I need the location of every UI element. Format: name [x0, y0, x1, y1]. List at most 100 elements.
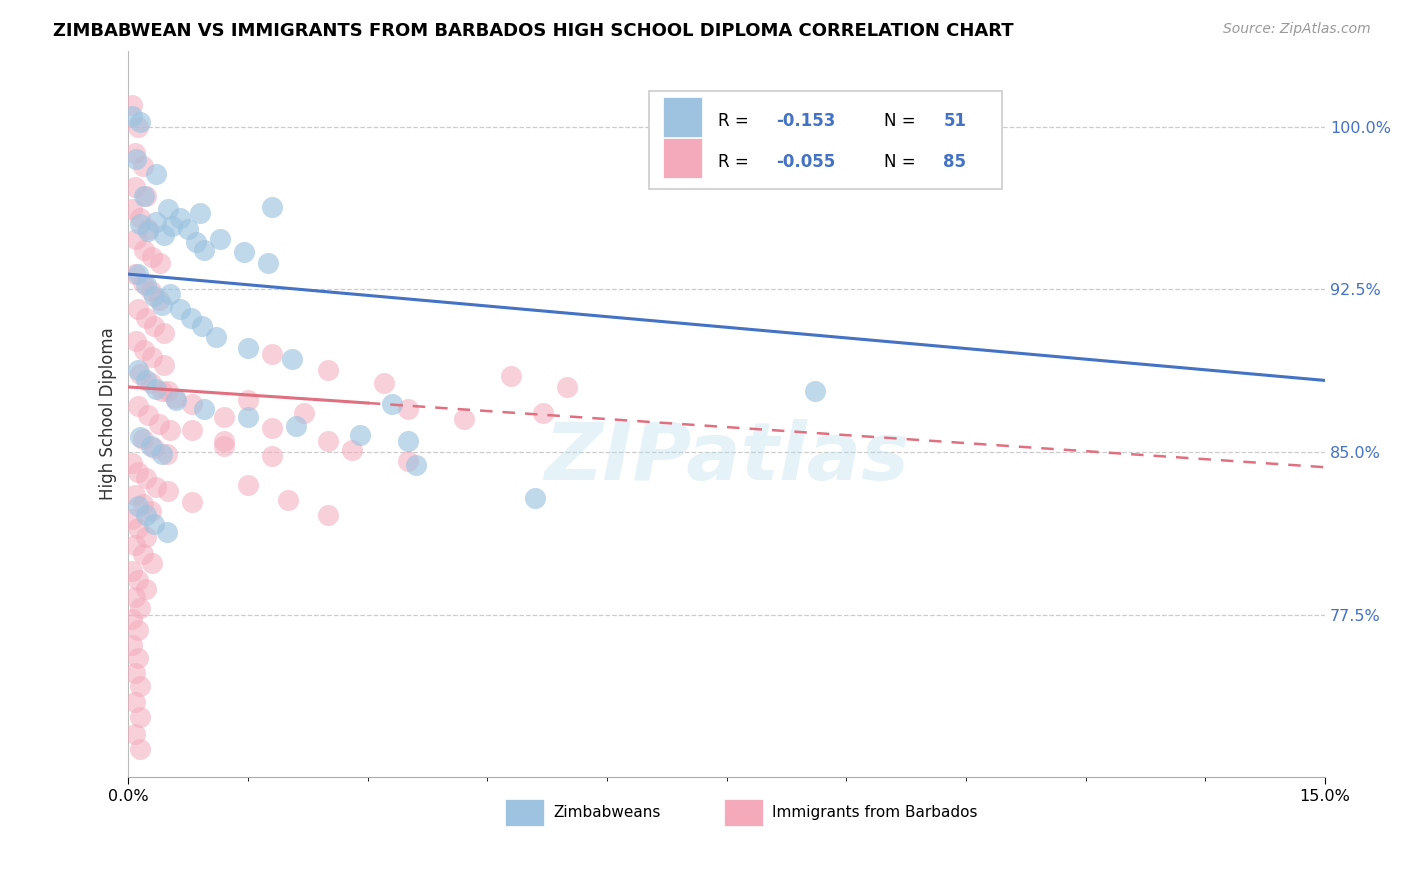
- Point: [127, 573, 149, 587]
- Point: [127, 521, 149, 535]
- Point: [159, 423, 181, 437]
- Text: 85: 85: [943, 153, 966, 171]
- Point: [121, 202, 143, 216]
- Point: [132, 497, 155, 511]
- Text: N =: N =: [883, 112, 921, 130]
- Point: [165, 392, 187, 407]
- Point: [127, 623, 149, 637]
- Point: [139, 438, 162, 452]
- Point: [129, 742, 152, 756]
- Text: 51: 51: [943, 112, 966, 130]
- Point: [143, 516, 166, 531]
- Point: [124, 727, 146, 741]
- Point: [139, 376, 162, 390]
- Point: [135, 189, 157, 203]
- Point: [277, 492, 299, 507]
- Point: [135, 530, 157, 544]
- Point: [132, 547, 155, 561]
- Point: [236, 477, 259, 491]
- Point: [124, 694, 146, 708]
- Point: [132, 432, 155, 446]
- Point: [316, 434, 339, 449]
- Point: [531, 406, 554, 420]
- Point: [262, 347, 284, 361]
- Point: [141, 556, 163, 570]
- Point: [129, 217, 152, 231]
- Point: [292, 406, 315, 420]
- Text: ZIMBABWEAN VS IMMIGRANTS FROM BARBADOS HIGH SCHOOL DIPLOMA CORRELATION CHART: ZIMBABWEAN VS IMMIGRANTS FROM BARBADOS H…: [53, 22, 1014, 40]
- Point: [141, 350, 163, 364]
- Point: [134, 343, 156, 357]
- Point: [262, 450, 284, 464]
- Point: [129, 601, 152, 615]
- Point: [191, 319, 214, 334]
- Point: [129, 211, 152, 225]
- Point: [135, 508, 157, 522]
- Point: [153, 358, 176, 372]
- Point: [159, 286, 181, 301]
- Point: [129, 430, 152, 444]
- Point: [148, 293, 170, 308]
- Point: [150, 384, 173, 399]
- Point: [349, 427, 371, 442]
- Point: [555, 380, 578, 394]
- Point: [373, 376, 395, 390]
- Point: [141, 250, 163, 264]
- Point: [124, 591, 146, 605]
- Point: [145, 167, 167, 181]
- Point: [134, 189, 156, 203]
- Point: [236, 341, 259, 355]
- Point: [169, 301, 191, 316]
- Text: -0.055: -0.055: [776, 153, 835, 171]
- Point: [181, 495, 204, 509]
- Point: [453, 412, 475, 426]
- Bar: [505, 798, 544, 826]
- Point: [124, 666, 146, 681]
- Point: [135, 582, 157, 596]
- Point: [148, 417, 170, 431]
- Text: Source: ZipAtlas.com: Source: ZipAtlas.com: [1223, 22, 1371, 37]
- Point: [135, 471, 157, 485]
- Point: [134, 244, 156, 258]
- Point: [163, 391, 186, 405]
- Point: [127, 465, 149, 479]
- Point: [143, 319, 166, 334]
- Point: [124, 145, 146, 160]
- Point: [125, 232, 148, 246]
- Point: [124, 538, 146, 552]
- Point: [381, 397, 404, 411]
- Point: [501, 369, 523, 384]
- Point: [157, 202, 180, 216]
- Point: [193, 244, 215, 258]
- Point: [121, 612, 143, 626]
- Point: [129, 709, 152, 723]
- Bar: [664, 97, 702, 137]
- Point: [212, 434, 235, 449]
- Point: [135, 277, 157, 292]
- Point: [281, 351, 304, 366]
- Text: -0.153: -0.153: [776, 112, 835, 130]
- Point: [132, 159, 155, 173]
- Point: [316, 362, 339, 376]
- Text: Zimbabweans: Zimbabweans: [554, 805, 661, 820]
- Point: [139, 285, 162, 299]
- Point: [156, 525, 179, 540]
- Point: [139, 503, 162, 517]
- Point: [169, 211, 191, 225]
- Point: [129, 367, 152, 381]
- Point: [121, 98, 143, 112]
- Point: [803, 384, 825, 399]
- Point: [124, 267, 146, 281]
- Text: R =: R =: [718, 112, 755, 130]
- Point: [135, 310, 157, 325]
- Point: [150, 447, 173, 461]
- Point: [127, 362, 149, 376]
- Point: [121, 638, 143, 652]
- Point: [157, 484, 180, 499]
- Point: [138, 224, 160, 238]
- Bar: [664, 138, 702, 178]
- Bar: [724, 798, 762, 826]
- Point: [145, 382, 167, 396]
- Point: [138, 408, 160, 422]
- Point: [127, 500, 149, 514]
